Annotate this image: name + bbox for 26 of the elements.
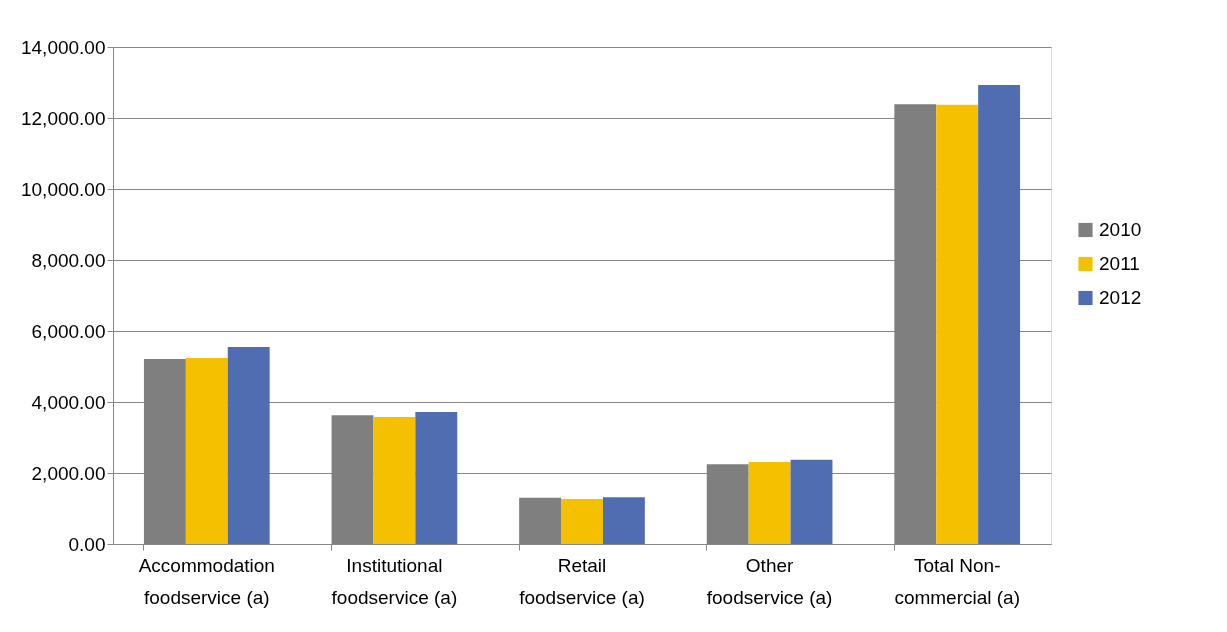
legend-label: 2012 — [1099, 287, 1142, 308]
bar — [227, 346, 270, 544]
bar — [748, 462, 791, 544]
legend-label: 2011 — [1099, 253, 1140, 274]
x-tick-label: Total Non-commercial (a) — [894, 554, 1021, 608]
y-tick-label: 12,000.00 — [20, 107, 106, 129]
bar — [936, 104, 979, 544]
x-tick-label: Accommodation foodservice (a) — [138, 554, 275, 608]
bar — [415, 411, 458, 544]
bar — [373, 416, 416, 544]
bar — [602, 497, 645, 544]
legend-label: 2010 — [1099, 219, 1142, 240]
y-tick-label: 14,000.00 — [20, 36, 106, 58]
y-tick-label: 2,000.00 — [31, 462, 106, 484]
y-tick-label: 8,000.00 — [31, 249, 106, 271]
bar — [561, 498, 603, 544]
x-tick-label: Retail foodservice (a) — [519, 554, 645, 608]
x-tick-label: Institutional foodservice (a) — [331, 554, 458, 608]
bar — [978, 84, 1021, 544]
y-tick-label: 4,000.00 — [31, 391, 106, 413]
bar — [790, 459, 833, 544]
y-tick-label: 0.00 — [68, 533, 106, 555]
x-tick-label: Other foodservice (a) — [706, 554, 833, 608]
bar — [185, 357, 228, 544]
y-tick-label: 10,000.00 — [20, 178, 106, 200]
y-tick-label: 6,000.00 — [31, 320, 106, 342]
